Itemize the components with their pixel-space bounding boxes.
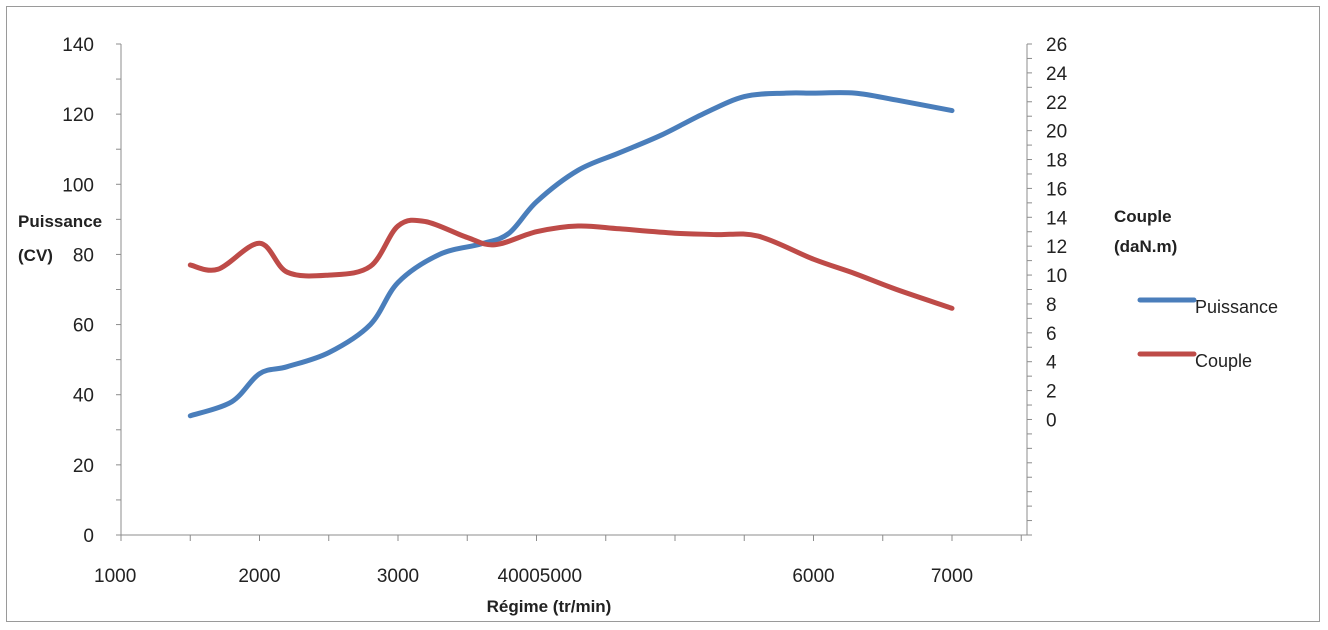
chart-frame [6,6,1320,622]
labels: 0204060801001201400246810121416182022242… [18,35,1177,616]
y-right-tick-label: 2 [1046,382,1057,403]
x-tick-label: 2000 [238,566,280,587]
y-right-tick-label: 0 [1046,410,1057,431]
x-tick-label: 40005000 [498,566,583,587]
y-left-tick-label: 40 [73,386,94,407]
y-right-tick-label: 14 [1046,208,1068,229]
y-left-tick-label: 80 [73,245,94,266]
y-right-tick-label: 8 [1046,295,1057,316]
y-left-tick-label: 20 [73,456,94,477]
legend-label-puissance: Puissance [1195,297,1278,317]
x-tick-label: 6000 [792,566,834,587]
y-right-tick-label: 20 [1046,122,1067,143]
y-left-tick-label: 100 [62,175,94,196]
y-right-tick-label: 10 [1046,266,1067,287]
legend: Puissance Couple [1137,297,1278,371]
y-left-title: Puissance (CV) [18,212,102,265]
y-left-tick-label: 120 [62,105,94,126]
series-layer [187,90,955,419]
y-right-tick-label: 24 [1046,64,1068,85]
y-right-tick-label: 6 [1046,324,1057,345]
y-right-tick-label: 26 [1046,35,1067,56]
y-left-title-line: Puissance [18,212,102,231]
y-left-tick-label: 140 [62,35,94,56]
series-line-puissance [187,90,955,419]
legend-label-couple: Couple [1195,351,1252,371]
y-left-tick-label: 0 [83,526,94,547]
y-right-title: Couple (daN.m) [1114,207,1177,256]
axes [116,43,1032,541]
y-right-tick-label: 12 [1046,237,1067,258]
y-right-tick-label: 16 [1046,179,1067,200]
series-line-couple [187,217,955,311]
y-right-tick-label: 22 [1046,93,1067,114]
y-right-tick-label: 4 [1046,353,1057,374]
y-left-tick-label: 60 [73,316,94,337]
x-tick-label: 3000 [377,566,419,587]
x-tick-label: 7000 [931,566,973,587]
y-right-title-line: Couple [1114,207,1172,226]
y-left-title-line: (CV) [18,246,53,265]
x-tick-label: 1000 [94,566,136,587]
y-right-title-line: (daN.m) [1114,237,1177,256]
y-right-tick-label: 18 [1046,151,1067,172]
x-axis-title: Régime (tr/min) [487,597,612,616]
